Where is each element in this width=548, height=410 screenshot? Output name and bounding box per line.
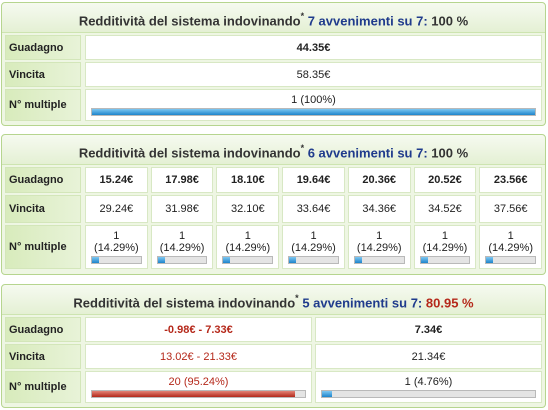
label-multiple: N° multiple xyxy=(5,371,81,403)
multiple-count: 1 xyxy=(376,230,383,242)
panel-title: Redditività del sistema indovinando* 6 a… xyxy=(2,135,545,165)
progress-bar xyxy=(91,390,306,398)
label-guadagno: Guadagno xyxy=(5,317,81,342)
cell-multiple: 1 (4.76%) xyxy=(315,371,542,403)
row-multiple: N° multiple 20 (95.24%) 1 (4.76%) xyxy=(5,371,542,403)
label-guadagno: Guadagno xyxy=(5,167,81,193)
progress-bar xyxy=(91,256,142,264)
multiple-pct: (14.29%) xyxy=(422,242,468,254)
cell-guadagno: 20.36€ xyxy=(347,167,411,193)
panel-6-events: Redditività del sistema indovinando* 6 a… xyxy=(1,134,546,275)
multiple-count: 1 xyxy=(113,230,120,242)
cell-multiple: 1 (14.29%) xyxy=(413,225,477,269)
panel-title: Redditività del sistema indovinando* 7 a… xyxy=(2,3,545,33)
panel-5-events: Redditività del sistema indovinando* 5 a… xyxy=(1,284,546,408)
cell-multiple: 1 (14.29%) xyxy=(282,225,345,269)
cell-guadagno: 20.52€ xyxy=(413,167,477,193)
cell-multiple: 1 (14.29%) xyxy=(216,225,280,269)
progress-fill xyxy=(420,257,428,263)
panel-7-events: Redditività del sistema indovinando* 7 a… xyxy=(1,2,546,126)
row-multiple: N° multiple 1 (100%) xyxy=(5,89,542,121)
cell-multiple: 1 (14.29%) xyxy=(150,225,214,269)
row-guadagno: Guadagno 15.24€ 17.98€ 18.10€ 19.64€ 20.… xyxy=(5,167,543,193)
label-vincita: Vincita xyxy=(5,195,81,223)
progress-fill xyxy=(92,109,535,115)
cell-guadagno: 7.34€ xyxy=(315,317,542,342)
progress-fill xyxy=(92,257,99,263)
progress-bar xyxy=(485,256,537,264)
label-vincita: Vincita xyxy=(5,62,81,87)
cell-guadagno: 15.24€ xyxy=(85,167,148,193)
cell-multiple: 1 (14.29%) xyxy=(347,225,411,269)
cell-multiple: 20 (95.24%) xyxy=(85,371,312,403)
cell-vincita: 34.52€ xyxy=(413,195,477,223)
progress-bar xyxy=(91,108,536,116)
label-multiple: N° multiple xyxy=(5,225,81,269)
multiple-count: 1 xyxy=(507,230,514,242)
multiple-count: 1 (100%) xyxy=(291,94,336,106)
cell-vincita: 31.98€ xyxy=(150,195,214,223)
progress-fill xyxy=(289,257,297,263)
multiple-count: 1 xyxy=(179,230,186,242)
progress-fill xyxy=(322,391,333,397)
progress-fill xyxy=(486,257,494,263)
progress-bar xyxy=(288,256,339,264)
row-vincita: Vincita 58.35€ xyxy=(5,62,542,87)
cell-guadagno: 23.56€ xyxy=(479,167,543,193)
cell-guadagno: 44.35€ xyxy=(85,35,542,60)
row-vincita: Vincita 13.02€ - 21.33€ 21.34€ xyxy=(5,344,542,369)
multiple-pct: (14.29%) xyxy=(159,242,205,254)
progress-bar xyxy=(321,390,536,398)
progress-fill xyxy=(223,257,231,263)
cell-vincita: 13.02€ - 21.33€ xyxy=(85,344,312,369)
progress-bar xyxy=(419,256,471,264)
panel-title: Redditività del sistema indovinando* 5 a… xyxy=(2,285,545,315)
cell-vincita: 33.64€ xyxy=(282,195,345,223)
cell-guadagno: 17.98€ xyxy=(150,167,214,193)
multiple-pct: (14.29%) xyxy=(94,242,139,254)
multiple-count: 1 xyxy=(310,230,317,242)
multiple-pct: (14.29%) xyxy=(488,242,533,254)
row-multiple: N° multiple 1 (14.29%) 1 (14.29%) 1 (14.29%… xyxy=(5,225,543,269)
cell-vincita: 58.35€ xyxy=(85,62,542,87)
multiple-pct: (14.29%) xyxy=(225,242,271,254)
cell-vincita: 37.56€ xyxy=(479,195,543,223)
progress-fill xyxy=(157,257,165,263)
cell-multiple: 1 (14.29%) xyxy=(85,225,148,269)
multiple-count: 1 (4.76%) xyxy=(404,376,453,388)
multiple-pct: (14.29%) xyxy=(291,242,336,254)
cell-vincita: 34.36€ xyxy=(347,195,411,223)
row-guadagno: Guadagno 44.35€ xyxy=(5,35,542,60)
row-guadagno: Guadagno -0.98€ - 7.33€ 7.34€ xyxy=(5,317,542,342)
cell-vincita: 29.24€ xyxy=(85,195,148,223)
multiple-count: 1 xyxy=(244,230,251,242)
cell-vincita: 21.34€ xyxy=(315,344,542,369)
progress-fill xyxy=(92,391,295,397)
multiple-pct: (14.29%) xyxy=(356,242,402,254)
multiple-count: 1 xyxy=(441,230,449,242)
label-vincita: Vincita xyxy=(5,344,81,369)
multiple-count: 20 (95.24%) xyxy=(168,376,229,388)
cell-guadagno: -0.98€ - 7.33€ xyxy=(85,317,312,342)
progress-fill xyxy=(354,257,362,263)
progress-bar xyxy=(156,256,208,264)
progress-bar xyxy=(222,256,274,264)
cell-multiple: 1 (100%) xyxy=(85,89,542,121)
cell-guadagno: 19.64€ xyxy=(282,167,345,193)
progress-bar xyxy=(353,256,405,264)
cell-multiple: 1 (14.29%) xyxy=(479,225,543,269)
label-guadagno: Guadagno xyxy=(5,35,81,60)
label-multiple: N° multiple xyxy=(5,89,81,121)
cell-vincita: 32.10€ xyxy=(216,195,280,223)
row-vincita: Vincita 29.24€ 31.98€ 32.10€ 33.64€ 34.3… xyxy=(5,195,543,223)
cell-guadagno: 18.10€ xyxy=(216,167,280,193)
